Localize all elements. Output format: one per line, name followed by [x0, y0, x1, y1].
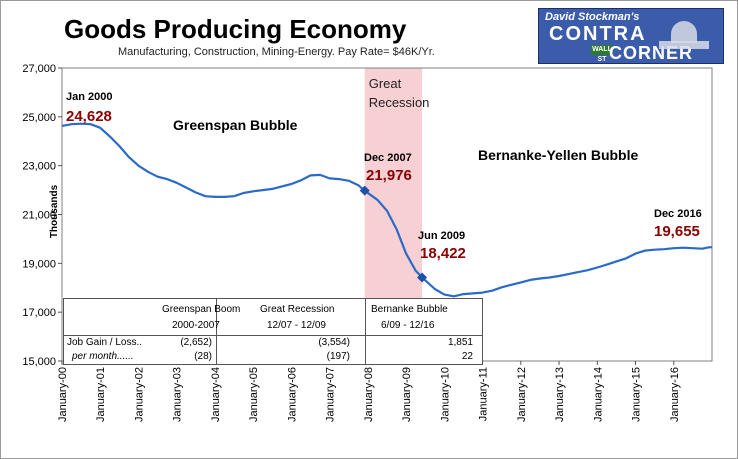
capitol-base-icon: [659, 41, 709, 49]
recession-label: Recession: [369, 95, 430, 110]
table-row-label: Job Gain / Loss..: [67, 337, 143, 348]
table-cell: (197): [326, 351, 350, 362]
y-axis-title: Thousands: [49, 184, 60, 238]
table-period-recession: 12/07 - 12/09: [267, 320, 326, 331]
table-cell: (3,554): [318, 337, 350, 348]
y-tick-label: 21,000: [22, 210, 56, 222]
table-period-bernanke: 6/09 - 12/16: [381, 320, 435, 331]
x-tick-label: January-13: [554, 367, 566, 422]
y-tick-label: 15,000: [22, 356, 56, 368]
wall-street-sign: WALL ST: [591, 45, 613, 63]
y-tick-label: 25,000: [22, 112, 56, 124]
table-divider: [365, 299, 366, 364]
x-tick-label: January-01: [95, 367, 107, 422]
capitol-dome-icon: [671, 21, 697, 43]
logo-line-2: CONTRA: [549, 23, 647, 45]
x-tick-label: January-10: [439, 367, 451, 422]
annotation-date: Dec 2016: [654, 208, 702, 220]
table-divider: [64, 335, 482, 336]
logo-line-1: David Stockman's: [545, 11, 640, 23]
chart-subtitle: Manufacturing, Construction, Mining-Ener…: [118, 46, 435, 58]
table-cell: 22: [461, 351, 473, 362]
series-line: [61, 122, 713, 298]
table-cell: (2,652): [180, 337, 212, 348]
x-tick-label: January-08: [363, 367, 375, 422]
x-tick-label: January-05: [248, 367, 260, 422]
annotation-bernanke: Bernanke-Yellen Bubble: [478, 147, 638, 163]
annotation-value: 24,628: [66, 108, 112, 125]
annotation-date: Jan 2000: [66, 91, 112, 103]
x-tick-label: January-04: [210, 367, 222, 422]
y-tick-label: 23,000: [22, 161, 56, 173]
y-tick-label: 19,000: [22, 258, 56, 270]
x-tick-label: January-12: [516, 367, 528, 422]
x-tick-label: January-14: [592, 367, 604, 422]
x-tick-label: January-02: [133, 367, 145, 422]
table-header-recession: Great Recession: [260, 304, 335, 315]
x-tick-label: January-15: [631, 367, 643, 422]
recession-label: Great: [369, 76, 402, 91]
x-tick-label: January-06: [286, 367, 298, 422]
x-tick-label: January-16: [669, 367, 681, 422]
x-tick-label: January-03: [172, 367, 184, 422]
chart-title: Goods Producing Economy: [64, 14, 407, 44]
annotation-value: 19,655: [654, 223, 700, 240]
table-period-greenspan: 2000-2007: [172, 320, 220, 331]
table-header-greenspan: Greenspan Boom: [162, 304, 241, 315]
annotation-date: Dec 2007: [364, 152, 412, 164]
table-divider: [216, 299, 217, 364]
annotation-greenspan: Greenspan Bubble: [173, 117, 298, 133]
x-tick-label: January-11: [478, 367, 490, 421]
x-tick-label: January-07: [325, 367, 337, 422]
y-tick-label: 17,000: [22, 307, 56, 319]
x-tick-label: January-00: [57, 367, 69, 422]
annotation-date: Jun 2009: [418, 230, 465, 242]
table-row-label: per month......: [72, 351, 134, 362]
x-tick-label: January-09: [401, 367, 413, 422]
y-tick-label: 27,000: [22, 63, 56, 75]
table-header-bernanke: Bernanke Bubble: [371, 304, 448, 315]
table-cell: (28): [194, 351, 212, 362]
data-marker: [359, 185, 370, 196]
job-gain-table: Greenspan Boom Great Recession Bernanke …: [63, 298, 483, 365]
contra-corner-logo: David Stockman's CONTRA WALL ST CORNER: [538, 8, 724, 64]
annotation-value: 21,976: [366, 167, 412, 184]
data-marker: [417, 272, 428, 283]
annotation-value: 18,422: [420, 245, 466, 262]
table-cell: 1,851: [447, 337, 473, 348]
